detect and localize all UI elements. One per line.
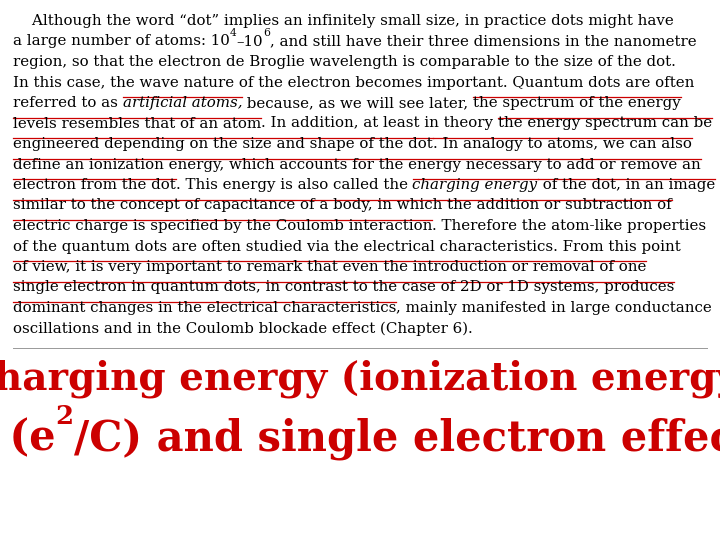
- Text: electric charge is specified by the Coulomb interaction: electric charge is specified by the Coul…: [13, 219, 433, 233]
- Text: define an ionization energy, which accounts for the energy necessary to add or r: define an ionization energy, which accou…: [13, 158, 701, 172]
- Text: referred to as: referred to as: [13, 96, 122, 110]
- Text: charging energy: charging energy: [413, 178, 538, 192]
- Text: /C) and single electron effects: /C) and single electron effects: [73, 417, 720, 460]
- Text: dominant changes in the electrical characteristics: dominant changes in the electrical chara…: [13, 301, 397, 315]
- Text: the energy spectrum can be: the energy spectrum can be: [498, 117, 712, 131]
- Text: region, so that the electron de Broglie wavelength is comparable to the size of : region, so that the electron de Broglie …: [13, 55, 676, 69]
- Text: , mainly manifested in large conductance: , mainly manifested in large conductance: [397, 301, 712, 315]
- Text: oscillations and in the Coulomb blockade effect (Chapter 6).: oscillations and in the Coulomb blockade…: [13, 321, 473, 336]
- Text: 2: 2: [55, 404, 73, 429]
- Text: of the quantum dots are often studied via the electrical characteristics. From t: of the quantum dots are often studied vi…: [13, 240, 680, 253]
- Text: similar to the concept of capacitance of a body, in which the addition or subtra: similar to the concept of capacitance of…: [13, 199, 672, 213]
- Text: the spectrum of the energy: the spectrum of the energy: [473, 96, 680, 110]
- Text: artificial atoms,: artificial atoms,: [122, 96, 242, 110]
- Text: –10: –10: [237, 35, 264, 49]
- Text: . Therefore the atom-like properties: . Therefore the atom-like properties: [433, 219, 706, 233]
- Text: . In analogy to atoms, we can also: . In analogy to atoms, we can also: [433, 137, 692, 151]
- Text: because, as we will see later,: because, as we will see later,: [242, 96, 473, 110]
- Text: . In addition, at least in theory: . In addition, at least in theory: [261, 117, 498, 131]
- Text: (e: (e: [0, 417, 55, 460]
- Text: 6: 6: [264, 28, 270, 38]
- Text: of the dot, in an image: of the dot, in an image: [538, 178, 715, 192]
- Text: , and still have their three dimensions in the nanometre: , and still have their three dimensions …: [270, 35, 697, 49]
- Text: electron from the dot: electron from the dot: [13, 178, 176, 192]
- Text: a large number of atoms: 10: a large number of atoms: 10: [13, 35, 230, 49]
- Text: Although the word “dot” implies an infinitely small size, in practice dots might: Although the word “dot” implies an infin…: [13, 14, 674, 28]
- Text: engineered depending on the size and shape of the dot: engineered depending on the size and sha…: [13, 137, 433, 151]
- Text: levels resembles that of an atom: levels resembles that of an atom: [13, 117, 261, 131]
- Text: single electron in quantum dots, in contrast to the case of 2D or 1D systems, pr: single electron in quantum dots, in cont…: [13, 280, 675, 294]
- Text: Charging energy (ionization energy): Charging energy (ionization energy): [0, 360, 720, 399]
- Text: . This energy is also called the: . This energy is also called the: [176, 178, 413, 192]
- Text: of view, it is very important to remark that even the introduction or removal of: of view, it is very important to remark …: [13, 260, 647, 274]
- Text: 4: 4: [230, 28, 237, 38]
- Text: In this case, the wave nature of the electron becomes important. Quantum dots ar: In this case, the wave nature of the ele…: [13, 76, 694, 90]
